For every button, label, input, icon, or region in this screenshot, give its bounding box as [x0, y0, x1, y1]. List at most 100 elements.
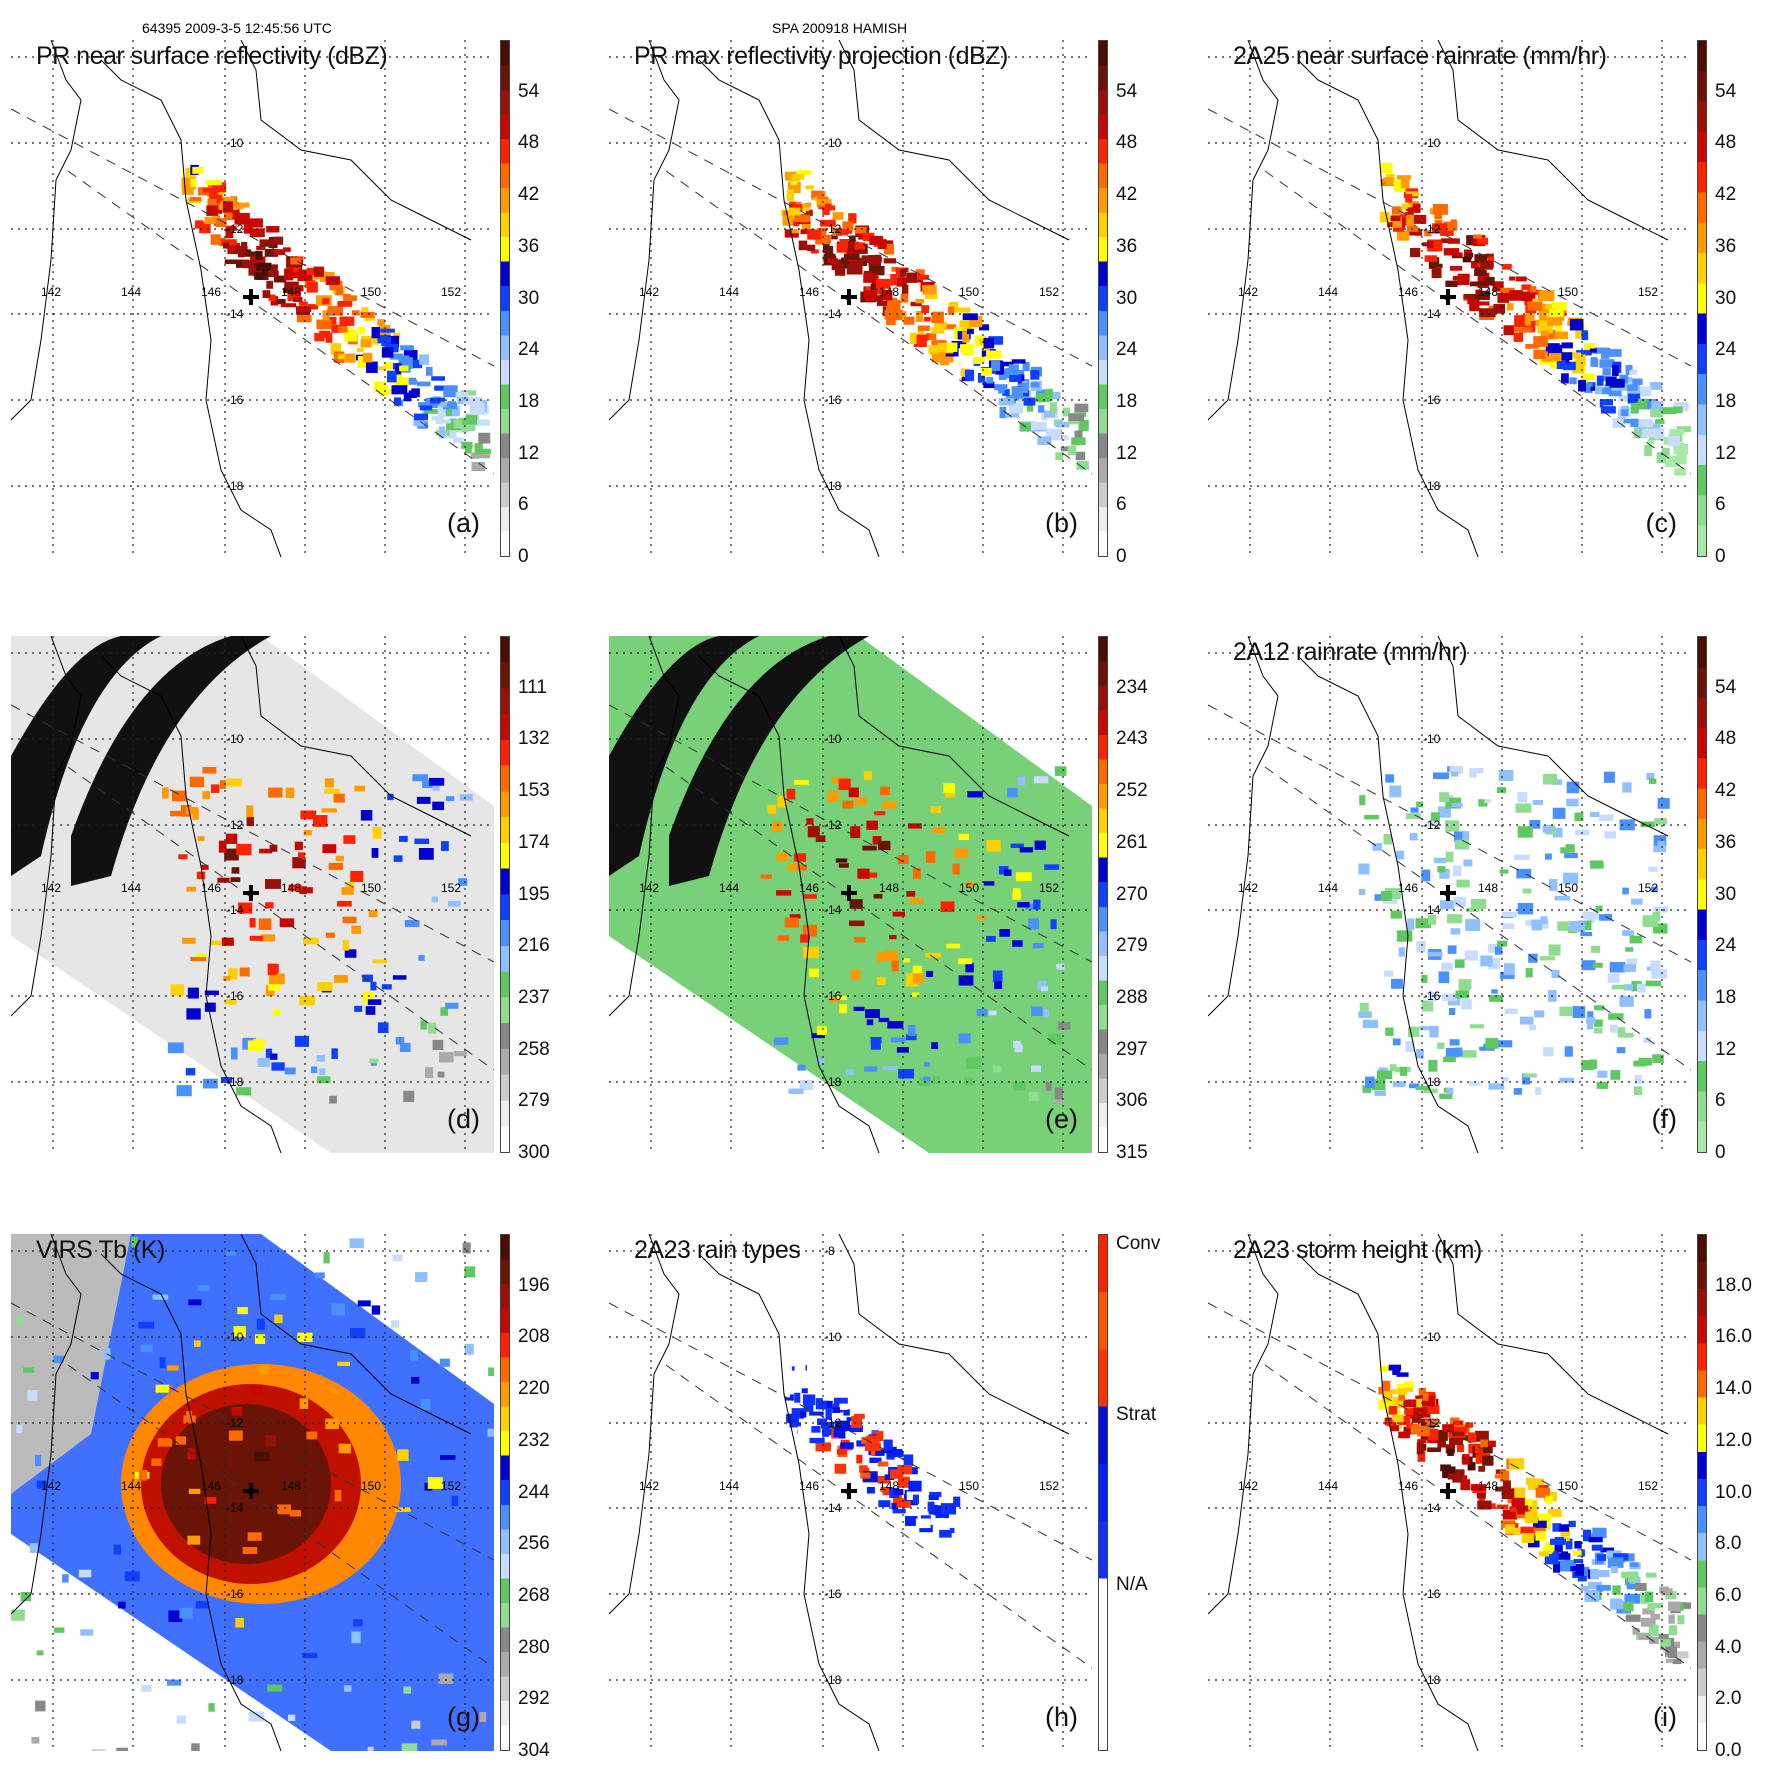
data-pixel — [1429, 1025, 1439, 1038]
data-pixel — [1460, 1050, 1477, 1058]
data-pixel — [1449, 265, 1463, 271]
data-pixel — [1524, 320, 1536, 333]
data-pixel — [236, 843, 252, 856]
data-pixel — [1428, 991, 1437, 1002]
data-pixel — [959, 1567, 966, 1575]
data-pixel — [36, 1650, 44, 1656]
data-pixel — [1569, 377, 1577, 385]
data-pixel — [1590, 1569, 1599, 1580]
data-pixel — [939, 1527, 955, 1538]
data-pixel — [816, 199, 832, 206]
data-pixel — [1060, 1601, 1068, 1613]
coastline — [698, 1253, 880, 1751]
data-pixel — [994, 981, 1003, 989]
data-pixel — [925, 952, 941, 958]
data-pixel — [470, 452, 480, 459]
data-pixel — [1629, 935, 1643, 944]
data-pixel — [882, 1066, 898, 1071]
colorbar-tick-label: 16.0 — [1715, 1326, 1752, 1348]
data-pixel — [931, 327, 945, 334]
colorbar-tick-label: 54 — [1715, 80, 1737, 102]
data-pixel — [343, 1685, 352, 1692]
data-pixel — [1019, 847, 1033, 853]
colorbar-tick-label: 54 — [1116, 80, 1138, 102]
longitude-label: 144 — [1318, 1479, 1338, 1493]
data-pixel — [906, 890, 916, 897]
data-pixel — [832, 1407, 840, 1413]
data-pixel — [891, 309, 903, 321]
latitude-label: -10 — [824, 732, 842, 746]
swath-edge-line — [67, 1364, 494, 1669]
data-pixel — [895, 268, 904, 277]
data-pixel — [1438, 971, 1450, 984]
data-pixel — [838, 863, 849, 868]
data-pixel — [1028, 1091, 1040, 1102]
data-pixel — [991, 361, 1001, 371]
data-pixel — [461, 441, 473, 449]
data-pixel — [1397, 230, 1410, 241]
data-pixel — [1471, 260, 1481, 269]
data-pixel — [237, 247, 245, 258]
data-pixel — [799, 1079, 814, 1091]
data-pixel — [256, 1318, 265, 1330]
data-pixel — [1005, 412, 1020, 418]
data-pixel — [807, 244, 816, 252]
data-pixel — [1547, 329, 1557, 340]
data-pixel — [1649, 381, 1663, 390]
data-pixel — [464, 447, 472, 454]
data-pixel — [409, 1350, 418, 1361]
data-pixel — [1431, 812, 1440, 823]
data-pixel — [349, 1238, 364, 1248]
data-pixel — [1554, 895, 1570, 901]
data-pixel — [976, 1008, 988, 1017]
data-pixel — [1398, 1389, 1408, 1396]
colorbar-tick-label: 195 — [518, 883, 550, 905]
data-pixel — [862, 845, 877, 851]
colorbar-i — [1697, 1234, 1707, 1751]
data-pixel — [1463, 859, 1473, 867]
data-pixel — [900, 293, 909, 303]
data-pixel — [1509, 276, 1516, 281]
data-pixel — [478, 448, 491, 455]
data-pixel — [972, 1542, 985, 1548]
data-pixel — [1617, 1027, 1625, 1036]
data-pixel — [782, 215, 794, 226]
data-pixel — [1586, 1016, 1596, 1024]
data-pixel — [979, 324, 989, 331]
data-pixel — [796, 1378, 805, 1384]
data-pixel — [420, 1398, 431, 1411]
longitude-label: 150 — [1558, 285, 1578, 299]
data-pixel — [958, 833, 970, 841]
data-pixel — [1509, 290, 1523, 301]
data-pixel — [1658, 1633, 1669, 1639]
data-pixel — [297, 269, 313, 282]
longitude-label: 144 — [719, 1479, 739, 1493]
data-pixel — [1371, 1079, 1386, 1091]
data-pixel — [1578, 379, 1587, 392]
data-pixel — [12, 1744, 25, 1750]
data-pixel — [369, 1058, 379, 1064]
panel-letter: (h) — [1045, 1702, 1078, 1732]
data-pixel — [231, 867, 240, 874]
data-pixel — [840, 1442, 854, 1449]
data-pixel — [1386, 1419, 1394, 1427]
data-pixel — [866, 1435, 880, 1446]
data-pixel — [383, 362, 393, 370]
data-pixel — [1523, 314, 1535, 321]
data-pixel — [266, 280, 274, 289]
colorbar-tick-label: 12 — [1116, 442, 1138, 464]
data-pixel — [413, 413, 428, 421]
colorbar-tick-label: 297 — [1116, 1038, 1148, 1060]
data-pixel — [1428, 1059, 1438, 1072]
data-pixel — [1659, 1639, 1671, 1649]
longitude-label: 152 — [1039, 881, 1059, 895]
data-pixel — [777, 935, 790, 941]
data-pixel — [789, 202, 802, 212]
data-pixel — [331, 1389, 339, 1395]
data-pixel — [141, 1684, 152, 1692]
data-pixel — [1673, 402, 1689, 411]
data-pixel — [1449, 1039, 1460, 1046]
data-pixel — [1003, 1602, 1016, 1612]
data-pixel — [1405, 1040, 1415, 1052]
panel-letter: (e) — [1045, 1104, 1078, 1134]
